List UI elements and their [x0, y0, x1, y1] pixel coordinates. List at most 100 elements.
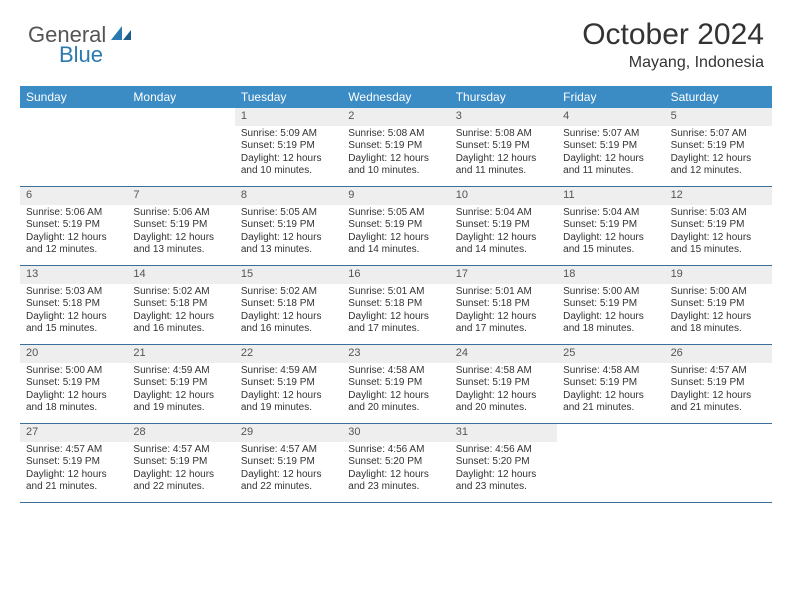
- day-number: [557, 424, 664, 442]
- day-cell: 19Sunrise: 5:00 AMSunset: 5:19 PMDayligh…: [665, 266, 772, 344]
- day-number: [127, 108, 234, 126]
- day-number: 15: [235, 266, 342, 284]
- sunset-text: Sunset: 5:19 PM: [671, 140, 766, 153]
- sunset-text: Sunset: 5:20 PM: [348, 456, 443, 469]
- day-cell: 27Sunrise: 4:57 AMSunset: 5:19 PMDayligh…: [20, 424, 127, 502]
- day-body: Sunrise: 4:57 AMSunset: 5:19 PMDaylight:…: [20, 442, 127, 498]
- day-cell: 10Sunrise: 5:04 AMSunset: 5:19 PMDayligh…: [450, 187, 557, 265]
- sunset-text: Sunset: 5:18 PM: [26, 298, 121, 311]
- day-body: Sunrise: 4:58 AMSunset: 5:19 PMDaylight:…: [557, 363, 664, 419]
- sunrise-text: Sunrise: 4:59 AM: [133, 365, 228, 378]
- week-row: 6Sunrise: 5:06 AMSunset: 5:19 PMDaylight…: [20, 187, 772, 266]
- day-body: Sunrise: 4:56 AMSunset: 5:20 PMDaylight:…: [450, 442, 557, 498]
- sunrise-text: Sunrise: 5:05 AM: [348, 207, 443, 220]
- day-body: Sunrise: 5:01 AMSunset: 5:18 PMDaylight:…: [450, 284, 557, 340]
- day-body: Sunrise: 4:58 AMSunset: 5:19 PMDaylight:…: [450, 363, 557, 419]
- day-body: Sunrise: 5:06 AMSunset: 5:19 PMDaylight:…: [127, 205, 234, 261]
- day-cell: 18Sunrise: 5:00 AMSunset: 5:19 PMDayligh…: [557, 266, 664, 344]
- daylight-text: Daylight: 12 hours and 12 minutes.: [26, 232, 121, 257]
- sunset-text: Sunset: 5:19 PM: [241, 140, 336, 153]
- day-number: 10: [450, 187, 557, 205]
- daylight-text: Daylight: 12 hours and 14 minutes.: [348, 232, 443, 257]
- daylight-text: Daylight: 12 hours and 13 minutes.: [241, 232, 336, 257]
- day-number: 28: [127, 424, 234, 442]
- day-header-row: Sunday Monday Tuesday Wednesday Thursday…: [20, 86, 772, 108]
- day-header: Saturday: [665, 86, 772, 108]
- sunset-text: Sunset: 5:19 PM: [26, 219, 121, 232]
- daylight-text: Daylight: 12 hours and 20 minutes.: [348, 390, 443, 415]
- day-header: Friday: [557, 86, 664, 108]
- day-cell: 29Sunrise: 4:57 AMSunset: 5:19 PMDayligh…: [235, 424, 342, 502]
- day-body: Sunrise: 5:03 AMSunset: 5:19 PMDaylight:…: [665, 205, 772, 261]
- day-number: 11: [557, 187, 664, 205]
- day-number: 4: [557, 108, 664, 126]
- sunset-text: Sunset: 5:19 PM: [133, 377, 228, 390]
- daylight-text: Daylight: 12 hours and 23 minutes.: [348, 469, 443, 494]
- day-number: [20, 108, 127, 126]
- day-cell: 14Sunrise: 5:02 AMSunset: 5:18 PMDayligh…: [127, 266, 234, 344]
- day-number: 14: [127, 266, 234, 284]
- sunset-text: Sunset: 5:19 PM: [26, 456, 121, 469]
- sunset-text: Sunset: 5:18 PM: [348, 298, 443, 311]
- sunset-text: Sunset: 5:19 PM: [563, 377, 658, 390]
- day-number: 8: [235, 187, 342, 205]
- daylight-text: Daylight: 12 hours and 22 minutes.: [133, 469, 228, 494]
- daylight-text: Daylight: 12 hours and 16 minutes.: [241, 311, 336, 336]
- day-body: Sunrise: 5:05 AMSunset: 5:19 PMDaylight:…: [235, 205, 342, 261]
- sunrise-text: Sunrise: 5:04 AM: [563, 207, 658, 220]
- day-cell: 16Sunrise: 5:01 AMSunset: 5:18 PMDayligh…: [342, 266, 449, 344]
- sunrise-text: Sunrise: 4:57 AM: [671, 365, 766, 378]
- sail-icon: [111, 24, 133, 47]
- sunrise-text: Sunrise: 4:56 AM: [348, 444, 443, 457]
- weeks-container: 1Sunrise: 5:09 AMSunset: 5:19 PMDaylight…: [20, 108, 772, 503]
- sunrise-text: Sunrise: 5:09 AM: [241, 128, 336, 141]
- sunrise-text: Sunrise: 5:00 AM: [26, 365, 121, 378]
- sunrise-text: Sunrise: 4:57 AM: [241, 444, 336, 457]
- day-number: 9: [342, 187, 449, 205]
- day-number: 24: [450, 345, 557, 363]
- day-body: Sunrise: 5:07 AMSunset: 5:19 PMDaylight:…: [665, 126, 772, 182]
- sunset-text: Sunset: 5:18 PM: [241, 298, 336, 311]
- daylight-text: Daylight: 12 hours and 13 minutes.: [133, 232, 228, 257]
- day-body: Sunrise: 5:00 AMSunset: 5:19 PMDaylight:…: [557, 284, 664, 340]
- day-number: 26: [665, 345, 772, 363]
- sunrise-text: Sunrise: 5:06 AM: [26, 207, 121, 220]
- sunrise-text: Sunrise: 4:58 AM: [348, 365, 443, 378]
- day-number: 7: [127, 187, 234, 205]
- sunset-text: Sunset: 5:18 PM: [456, 298, 551, 311]
- sunset-text: Sunset: 5:19 PM: [348, 140, 443, 153]
- sunrise-text: Sunrise: 4:58 AM: [563, 365, 658, 378]
- day-header: Sunday: [20, 86, 127, 108]
- day-body: Sunrise: 5:00 AMSunset: 5:19 PMDaylight:…: [20, 363, 127, 419]
- sunset-text: Sunset: 5:19 PM: [456, 377, 551, 390]
- daylight-text: Daylight: 12 hours and 21 minutes.: [671, 390, 766, 415]
- day-cell: 6Sunrise: 5:06 AMSunset: 5:19 PMDaylight…: [20, 187, 127, 265]
- day-cell: 28Sunrise: 4:57 AMSunset: 5:19 PMDayligh…: [127, 424, 234, 502]
- day-number: [665, 424, 772, 442]
- sunrise-text: Sunrise: 5:00 AM: [671, 286, 766, 299]
- sunset-text: Sunset: 5:19 PM: [241, 377, 336, 390]
- day-cell: 30Sunrise: 4:56 AMSunset: 5:20 PMDayligh…: [342, 424, 449, 502]
- day-cell: 24Sunrise: 4:58 AMSunset: 5:19 PMDayligh…: [450, 345, 557, 423]
- day-number: 21: [127, 345, 234, 363]
- day-cell: 17Sunrise: 5:01 AMSunset: 5:18 PMDayligh…: [450, 266, 557, 344]
- day-cell: 11Sunrise: 5:04 AMSunset: 5:19 PMDayligh…: [557, 187, 664, 265]
- day-body: Sunrise: 4:57 AMSunset: 5:19 PMDaylight:…: [127, 442, 234, 498]
- sunset-text: Sunset: 5:19 PM: [133, 456, 228, 469]
- day-body: Sunrise: 5:04 AMSunset: 5:19 PMDaylight:…: [450, 205, 557, 261]
- sunset-text: Sunset: 5:20 PM: [456, 456, 551, 469]
- day-cell: 5Sunrise: 5:07 AMSunset: 5:19 PMDaylight…: [665, 108, 772, 186]
- sunset-text: Sunset: 5:18 PM: [133, 298, 228, 311]
- day-body: Sunrise: 5:01 AMSunset: 5:18 PMDaylight:…: [342, 284, 449, 340]
- day-number: 16: [342, 266, 449, 284]
- sunrise-text: Sunrise: 4:58 AM: [456, 365, 551, 378]
- sunrise-text: Sunrise: 5:02 AM: [241, 286, 336, 299]
- sunrise-text: Sunrise: 5:02 AM: [133, 286, 228, 299]
- day-body: Sunrise: 4:57 AMSunset: 5:19 PMDaylight:…: [235, 442, 342, 498]
- day-number: 23: [342, 345, 449, 363]
- sunset-text: Sunset: 5:19 PM: [563, 298, 658, 311]
- day-cell: 1Sunrise: 5:09 AMSunset: 5:19 PMDaylight…: [235, 108, 342, 186]
- sunset-text: Sunset: 5:19 PM: [348, 219, 443, 232]
- day-cell: 23Sunrise: 4:58 AMSunset: 5:19 PMDayligh…: [342, 345, 449, 423]
- day-body: Sunrise: 5:06 AMSunset: 5:19 PMDaylight:…: [20, 205, 127, 261]
